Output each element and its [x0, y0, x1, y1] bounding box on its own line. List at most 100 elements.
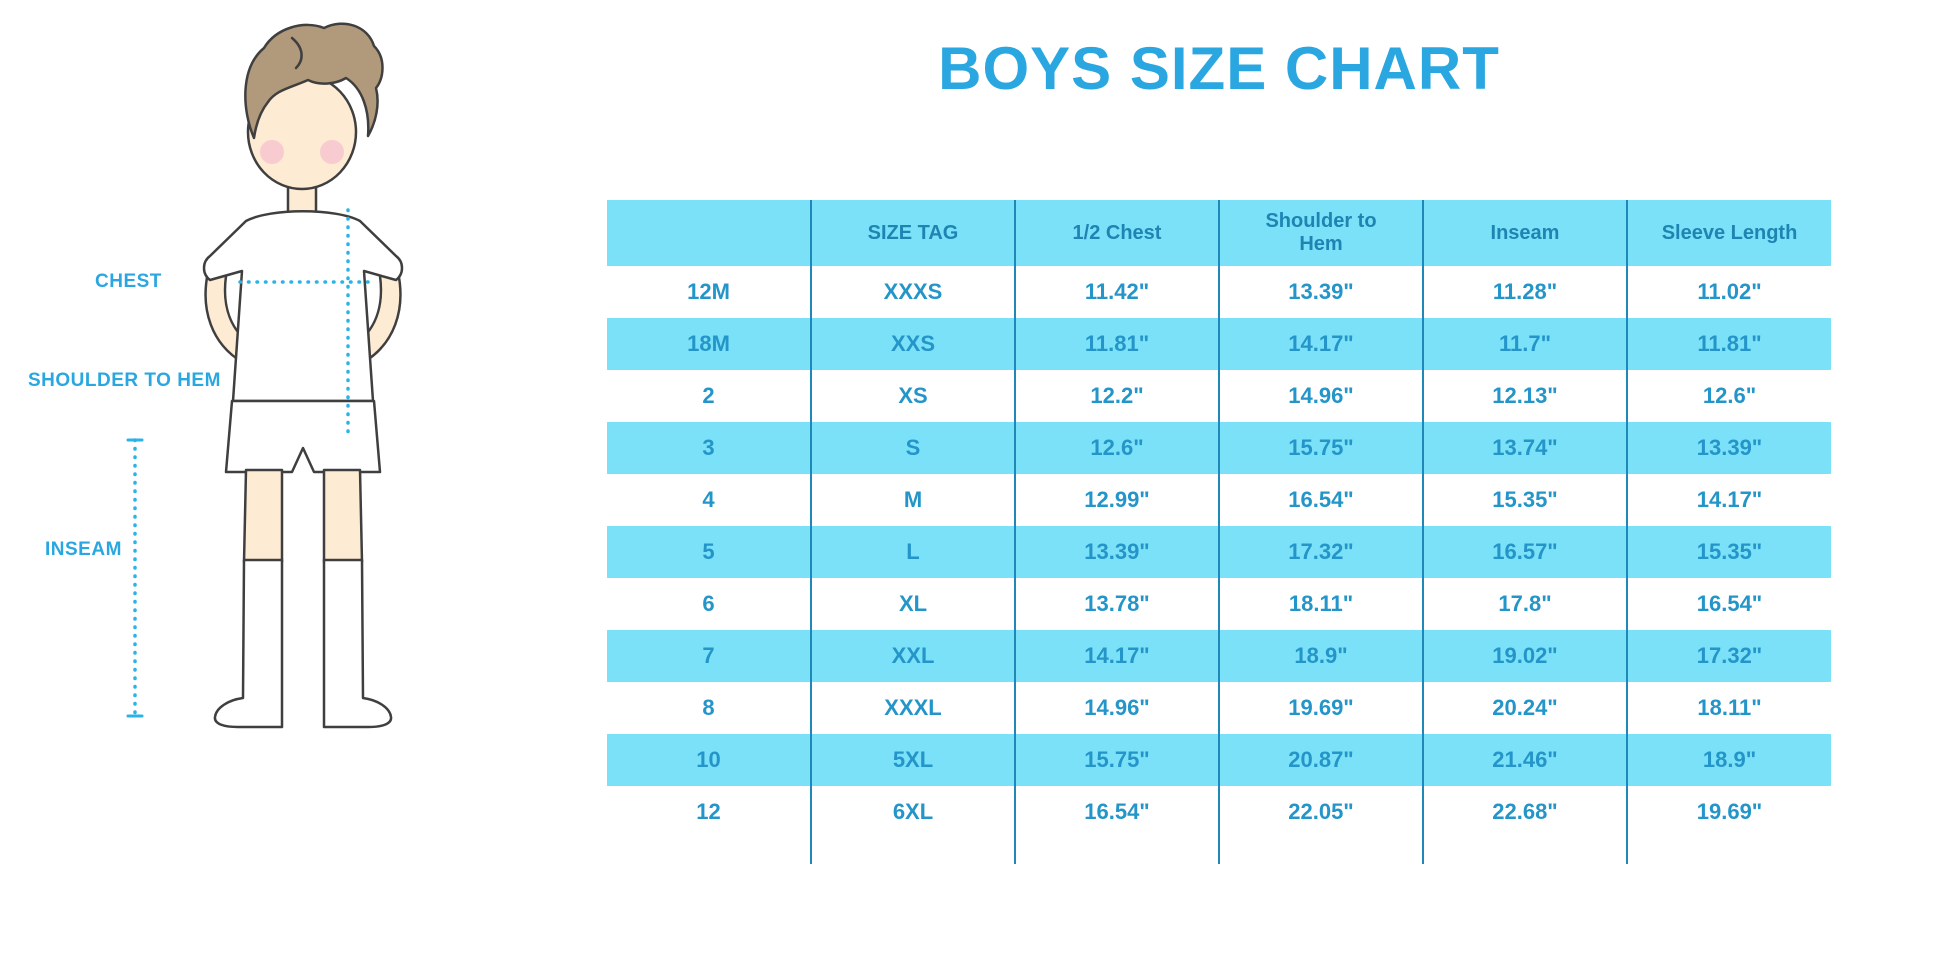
table-cell: 18.11" — [1218, 578, 1423, 630]
table-cell: XXL — [810, 630, 1015, 682]
table-cell: 12.2" — [1014, 370, 1219, 422]
table-row: 10 5XL 15.75" 20.87" 21.46" 18.9" — [607, 734, 1831, 786]
column-header: Sleeve Length — [1626, 200, 1831, 266]
table-cell: 5XL — [810, 734, 1015, 786]
size-table-body: 12M XXXS 11.42" 13.39" 11.28" 11.02" 18M XXS 11.… — [607, 266, 1831, 864]
grid-extension-cell — [1014, 838, 1219, 864]
table-row: 18M XXS 11.81" 14.17" 11.7" 11.81" — [607, 318, 1831, 370]
table-cell: 12.6" — [1626, 370, 1831, 422]
left-sock-shoe-shape — [213, 558, 284, 729]
boy-figure-region: CHEST SHOULDER TO HEM INSEAM — [0, 0, 470, 780]
table-row: 3 S 12.6" 15.75" 13.74" 13.39" — [607, 422, 1831, 474]
table-cell: 15.75" — [1014, 734, 1219, 786]
inseam-label: INSEAM — [45, 539, 122, 560]
right-leg-shape — [322, 468, 364, 564]
right-sock-shoe-shape — [322, 558, 393, 729]
tshirt-shape — [202, 210, 404, 403]
hair-curl — [290, 36, 303, 70]
table-cell: 11.42" — [1014, 266, 1219, 318]
table-cell: 21.46" — [1422, 734, 1627, 786]
table-cell: 7 — [607, 630, 811, 682]
table-row: 8 XXXL 14.96" 19.69" 20.24" 18.11" — [607, 682, 1831, 734]
table-cell: 17.8" — [1422, 578, 1627, 630]
table-cell: 19.69" — [1626, 786, 1831, 838]
shoulder-to-hem-label: SHOULDER TO HEM — [28, 370, 221, 391]
grid-extension-cell — [1626, 838, 1831, 864]
table-cell: 20.24" — [1422, 682, 1627, 734]
table-cell: 14.96" — [1014, 682, 1219, 734]
table-cell: 17.32" — [1218, 526, 1423, 578]
table-cell: 15.75" — [1218, 422, 1423, 474]
table-cell: 18M — [607, 318, 811, 370]
boy-illustration — [126, 22, 404, 729]
table-cell: 17.32" — [1626, 630, 1831, 682]
table-cell: 6XL — [810, 786, 1015, 838]
table-row: 12 6XL 16.54" 22.05" 22.68" 19.69" — [607, 786, 1831, 838]
table-cell: 14.17" — [1014, 630, 1219, 682]
table-cell: XL — [810, 578, 1015, 630]
page-title: BOYS SIZE CHART — [938, 35, 1500, 102]
table-cell: 11.81" — [1014, 318, 1219, 370]
table-cell: XXS — [810, 318, 1015, 370]
table-cell: 20.87" — [1218, 734, 1423, 786]
table-row: 2 XS 12.2" 14.96" 12.13" 12.6" — [607, 370, 1831, 422]
table-cell: 22.68" — [1422, 786, 1627, 838]
table-cell: 15.35" — [1422, 474, 1627, 526]
table-cell: S — [810, 422, 1015, 474]
grid-extension-cell — [607, 838, 811, 864]
table-cell: 13.39" — [1014, 526, 1219, 578]
table-cell: 14.96" — [1218, 370, 1423, 422]
table-cell: 10 — [607, 734, 811, 786]
table-cell: XXXS — [810, 266, 1015, 318]
column-header: 1/2 Chest — [1014, 200, 1219, 266]
table-cell: 18.11" — [1626, 682, 1831, 734]
table-cell: 4 — [702, 487, 715, 512]
table-cell: L — [810, 526, 1015, 578]
table-cell: 19.02" — [1422, 630, 1627, 682]
shorts-shape — [224, 399, 382, 474]
table-cell: XXXL — [810, 682, 1015, 734]
column-header: Shoulder to Hem — [1218, 200, 1423, 266]
table-cell: 13.39" — [1626, 422, 1831, 474]
table-row: 5 L 13.39" 17.32" 16.57" 15.35" — [607, 526, 1831, 578]
table-row: 7 XXL 14.17" 18.9" 19.02" 17.32" — [607, 630, 1831, 682]
column-header — [607, 200, 811, 266]
table-cell: 5 — [607, 526, 811, 578]
table-cell: 12M — [687, 279, 730, 304]
table-cell: 11.02" — [1626, 266, 1831, 318]
table-cell: 13.74" — [1422, 422, 1627, 474]
grid-extension-cell — [1422, 838, 1627, 864]
table-cell: 15.35" — [1626, 526, 1831, 578]
table-cell: M — [810, 474, 1015, 526]
size-table: SIZE TAG 1/2 Chest Shoulder to Hem Inseam Sl… — [607, 200, 1831, 864]
table-row: 12M XXXS 11.42" 13.39" 11.28" 11.02" — [607, 266, 1831, 318]
table-header-row: SIZE TAG 1/2 Chest Shoulder to Hem Inseam Sl… — [607, 200, 1831, 266]
table-cell: 8 — [702, 695, 715, 720]
column-header: SIZE TAG — [810, 200, 1015, 266]
table-cell: 11.7" — [1422, 318, 1627, 370]
table-cell: 3 — [607, 422, 811, 474]
table-cell: 16.54" — [1626, 578, 1831, 630]
left-leg-shape — [242, 468, 284, 564]
table-cell: 18.9" — [1218, 630, 1423, 682]
table-cell: 14.17" — [1218, 318, 1423, 370]
table-cell: 16.54" — [1218, 474, 1423, 526]
table-cell: 12.13" — [1422, 370, 1627, 422]
table-cell: XS — [810, 370, 1015, 422]
table-cell: 6 — [702, 591, 715, 616]
grid-extension-cell — [810, 838, 1015, 864]
table-row: 6 XL 13.78" 18.11" 17.8" 16.54" — [607, 578, 1831, 630]
hair-shape — [244, 22, 384, 140]
table-cell: 13.78" — [1014, 578, 1219, 630]
table-cell: 16.54" — [1014, 786, 1219, 838]
right-blush — [320, 140, 344, 164]
table-cell: 13.39" — [1218, 266, 1423, 318]
grid-extension-row — [607, 838, 1831, 864]
table-cell: 18.9" — [1626, 734, 1831, 786]
chest-label: CHEST — [95, 271, 162, 292]
table-row: 4 M 12.99" 16.54" 15.35" 14.17" — [607, 474, 1831, 526]
table-cell: 12 — [696, 799, 721, 824]
table-cell: 16.57" — [1422, 526, 1627, 578]
column-header: Inseam — [1422, 200, 1627, 266]
